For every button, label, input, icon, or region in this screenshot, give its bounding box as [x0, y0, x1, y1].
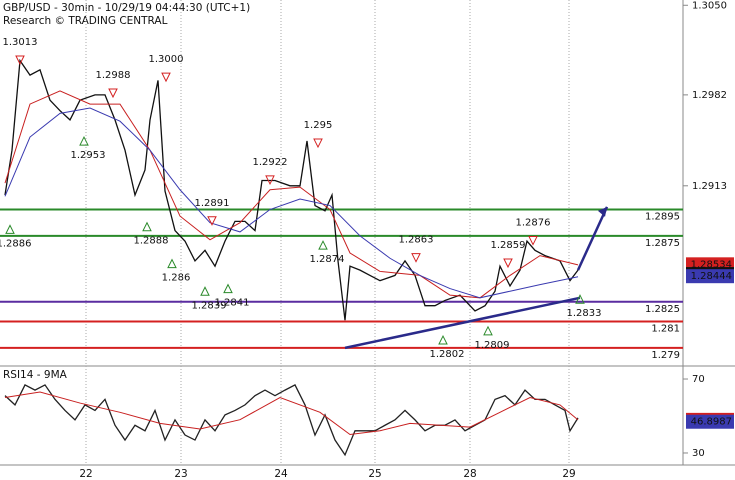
low-marker: [200, 286, 210, 296]
annotation-label: 1.2809: [475, 340, 510, 351]
level-label: 1.2895: [645, 212, 680, 223]
y-tick-label: 1.2913: [692, 181, 727, 192]
annotation-label: 1.2891: [195, 198, 230, 209]
arrow-head: [598, 206, 607, 217]
price-line: [4, 391, 579, 436]
annotation-label: 1.2886: [0, 238, 32, 249]
high-marker: [207, 216, 217, 226]
chart-subtitle: Research © TRADING CENTRAL: [3, 15, 168, 27]
annotation-label: 1.2863: [399, 235, 434, 246]
x-tick-label: 29: [562, 468, 575, 480]
x-tick-label: 23: [174, 468, 187, 480]
low-marker: [318, 240, 328, 250]
annotation-label: 1.2953: [71, 150, 106, 161]
x-tick-label: 28: [463, 468, 476, 480]
price-tag-label: 1.28534: [691, 259, 732, 270]
annotation-label: 1.295: [304, 120, 333, 131]
x-tick-label: 22: [79, 468, 92, 480]
price-tag: [686, 414, 734, 429]
x-tick-label: 24: [274, 468, 288, 480]
low-marker: [438, 334, 448, 345]
annotation-label: 1.2859: [491, 240, 526, 251]
annotation-label: 1.286: [162, 273, 191, 284]
high-marker: [503, 258, 513, 269]
y-tick-label: 70: [692, 374, 705, 385]
high-marker: [265, 175, 275, 186]
annotation-label: 1.2988: [96, 70, 131, 81]
price-line: [4, 90, 579, 299]
low-marker: [483, 325, 493, 336]
price-line: [4, 107, 579, 299]
low-marker: [5, 224, 15, 234]
annotation-label: 1.3000: [149, 54, 184, 65]
annotation-label: 1.3013: [3, 37, 38, 48]
annotation-label: 1.2922: [253, 157, 288, 168]
high-marker: [161, 72, 171, 83]
panel-title: RSI14 - 9MA: [3, 369, 68, 381]
level-label: 1.279: [651, 350, 680, 361]
forecast-arrow: [576, 206, 609, 271]
price-tag-label: 1.28444: [691, 271, 732, 282]
high-marker: [108, 88, 118, 99]
high-marker: [411, 253, 421, 263]
low-marker: [223, 283, 233, 294]
annotation-label: 1.2833: [567, 308, 602, 319]
level-label: 1.2825: [645, 304, 680, 315]
low-marker: [167, 258, 177, 269]
low-marker: [142, 221, 152, 232]
trend-line: [344, 296, 581, 350]
high-marker: [313, 138, 323, 149]
high-marker: [15, 55, 25, 66]
y-tick-label: 1.2982: [692, 90, 727, 101]
price-tag: [686, 269, 734, 284]
annotation-label: 1.2876: [516, 218, 551, 229]
annotation-label: 1.2888: [134, 236, 169, 247]
low-marker: [79, 135, 89, 146]
level-label: 1.2875: [645, 238, 680, 249]
y-tick-label: 1.3050: [692, 0, 727, 11]
x-tick-label: 25: [368, 468, 381, 480]
low-marker: [575, 294, 585, 304]
level-label: 1.281: [651, 324, 680, 335]
price-tag-label: 46.8987: [691, 417, 732, 428]
annotation-label: 1.2839: [192, 300, 227, 311]
annotation-label: 1.2841: [215, 298, 250, 309]
y-tick-label: 30: [692, 448, 705, 459]
chart-title: GBP/USD - 30min - 10/29/19 04:44:30 (UTC…: [3, 2, 250, 14]
annotation-label: 1.2874: [310, 254, 345, 265]
price-line: [4, 58, 579, 321]
annotation-label: 1.2802: [430, 349, 465, 360]
price-line: [4, 384, 579, 457]
high-marker: [528, 236, 538, 246]
